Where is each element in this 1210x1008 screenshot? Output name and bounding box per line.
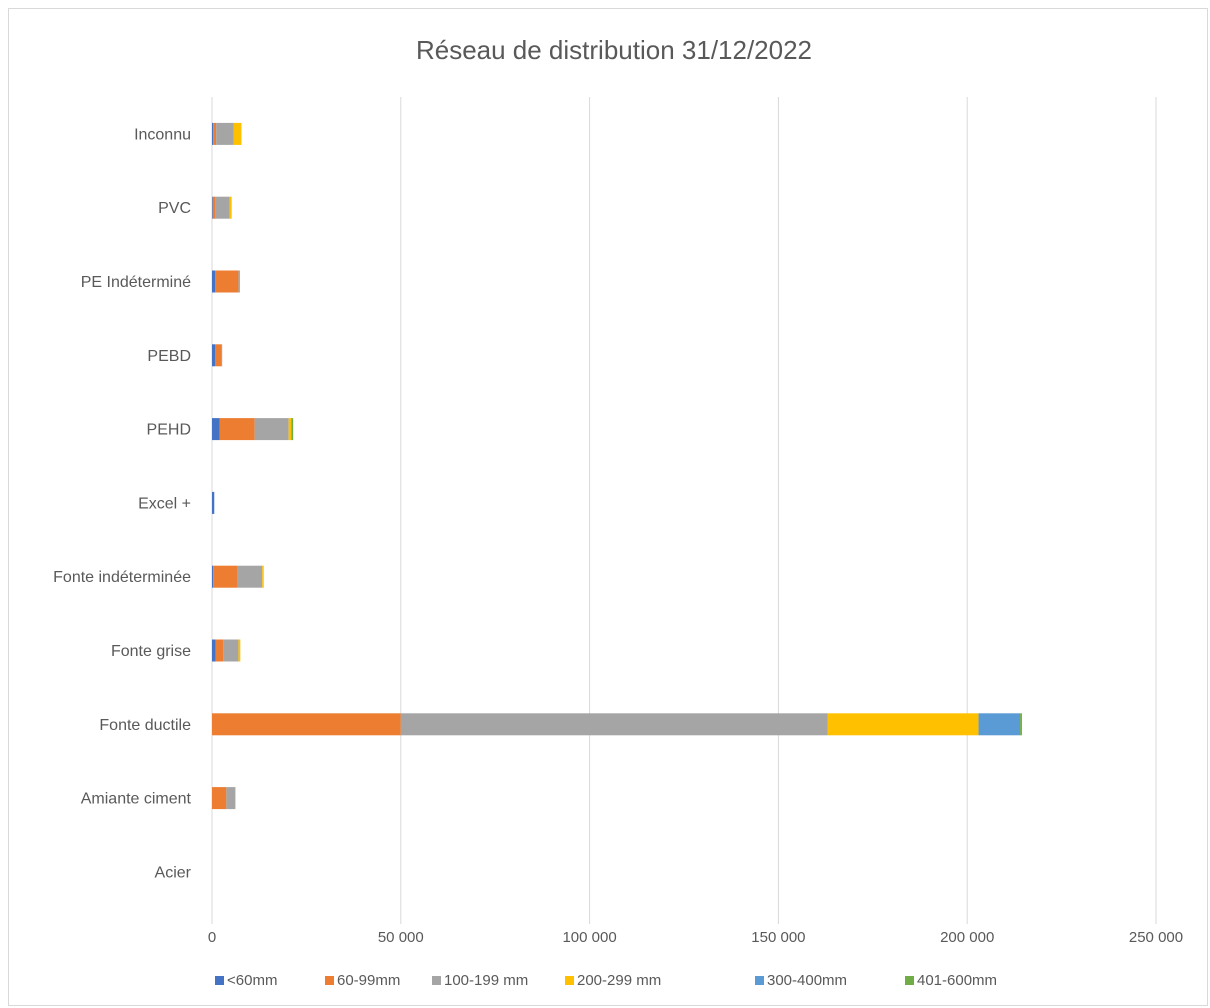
bar-segment: [238, 639, 241, 662]
legend-label: 100-199 mm: [444, 972, 528, 989]
bar-segment: [212, 491, 215, 514]
category-labels: Inconnu PVC PE Indéterminé PEBD PEHD Excel + F…: [53, 126, 192, 881]
bar-segment: [212, 713, 401, 736]
legend: <60mm 60-99mm 100-199 mm 200-299 mm 300-400m…: [215, 972, 997, 989]
bar-segment: [238, 270, 240, 293]
bar-segment: [212, 270, 216, 293]
bar-segment: [215, 344, 222, 367]
x-tick-label: 100 000: [562, 929, 616, 946]
bar-segment: [212, 196, 213, 219]
bar-segment: [288, 418, 292, 441]
bar-segment: [215, 639, 224, 662]
x-tick-label: 0: [208, 929, 216, 946]
legend-label: 60-99mm: [337, 972, 400, 989]
category-label: PE Indéterminé: [81, 274, 191, 291]
bar-segment: [226, 787, 236, 810]
legend-swatch: [755, 976, 764, 985]
category-label: Fonte indéterminée: [53, 569, 191, 586]
chart-svg: Réseau de distribution 31/12/2022 Inconn…: [53, 35, 1183, 989]
x-tick-label: 250 000: [1129, 929, 1183, 946]
legend-label: 300-400mm: [767, 972, 847, 989]
legend-swatch: [215, 976, 224, 985]
x-tick-label: 50 000: [378, 929, 424, 946]
bar-segment: [233, 122, 242, 145]
legend-label: 401-600mm: [917, 972, 997, 989]
bar-segment: [978, 713, 1021, 736]
category-label: PVC: [158, 200, 191, 217]
category-label: Inconnu: [134, 126, 191, 143]
bar-segment: [254, 418, 289, 441]
bar-segment: [223, 639, 239, 662]
bar-segment: [827, 713, 979, 736]
bar-segment: [215, 270, 239, 293]
bar-segment: [212, 344, 216, 367]
legend-swatch: [565, 976, 574, 985]
x-tick-label: 200 000: [940, 929, 994, 946]
bar-segment: [213, 565, 238, 588]
bars-group: [212, 122, 1022, 810]
bar-segment: [237, 565, 263, 588]
legend-label: 200-299 mm: [577, 972, 661, 989]
category-label: PEHD: [147, 422, 191, 439]
legend-swatch: [325, 976, 334, 985]
bar-segment: [213, 122, 217, 145]
bar-segment: [212, 122, 214, 145]
category-label: Fonte grise: [111, 643, 191, 660]
bar-segment: [212, 787, 227, 810]
bar-segment: [216, 122, 234, 145]
chart-title: Réseau de distribution 31/12/2022: [416, 35, 812, 65]
bar-segment: [219, 418, 255, 441]
bar-segment: [212, 639, 216, 662]
bar-segment: [212, 565, 214, 588]
bar-segment: [262, 565, 264, 588]
legend-swatch: [432, 976, 441, 985]
bar-segment: [212, 418, 220, 441]
legend-swatch: [905, 976, 914, 985]
category-label: Fonte ductile: [99, 717, 191, 734]
category-label: PEBD: [147, 348, 191, 365]
bar-segment: [215, 196, 230, 219]
bar-segment: [291, 418, 294, 441]
category-label: Acier: [155, 864, 192, 881]
bar-segment: [221, 344, 223, 367]
bar-segment: [229, 196, 232, 219]
x-tick-labels: 0 50 000 100 000 150 000 200 000 250 000: [208, 929, 1183, 946]
gridlines: [211, 97, 1157, 924]
bar-segment: [1020, 713, 1022, 736]
bar-segment: [212, 196, 216, 219]
chart-frame: Réseau de distribution 31/12/2022 Inconn…: [8, 8, 1208, 1006]
legend-label: <60mm: [227, 972, 277, 989]
x-tick-label: 150 000: [751, 929, 805, 946]
bar-segment: [400, 713, 828, 736]
category-label: Amiante ciment: [81, 791, 192, 808]
category-label: Excel +: [138, 495, 191, 512]
